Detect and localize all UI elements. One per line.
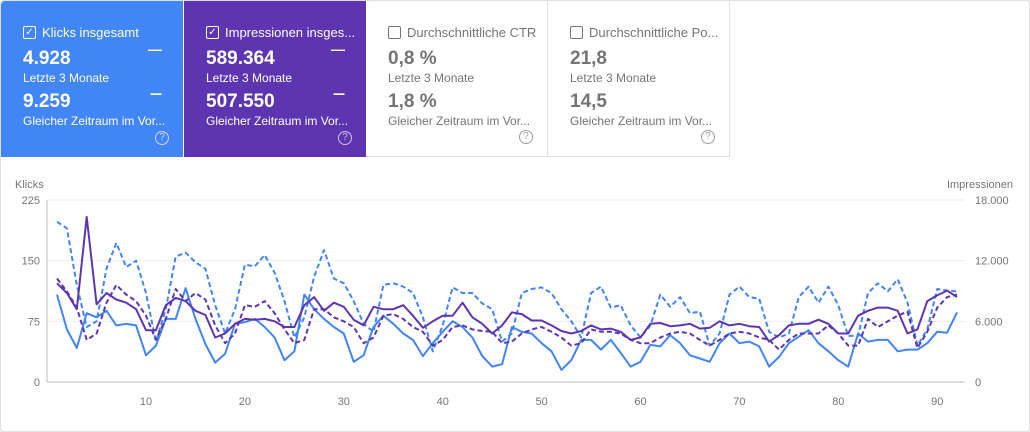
- y-right-tick-label: 0: [975, 377, 981, 389]
- dashed-line-legend-icon: ---: [150, 85, 162, 101]
- x-tick-label: 30: [338, 396, 350, 408]
- metric-value: 589.364: [206, 48, 275, 69]
- metric-prev-value: 507.550: [206, 91, 275, 112]
- metric-value: 0,8 %: [388, 48, 437, 69]
- x-tick-label: 50: [535, 396, 547, 408]
- y-left-axis-label: Klicks: [15, 179, 44, 191]
- series-line-left-solid: [56, 287, 958, 371]
- metric-period: Letzte 3 Monate: [23, 71, 110, 85]
- metric-card-position[interactable]: Durchschnittliche Po... 21,8 Letzte 3 Mo…: [548, 1, 730, 157]
- metric-period: Letzte 3 Monate: [570, 71, 657, 85]
- checkbox-checked-icon[interactable]: ✓: [23, 25, 36, 39]
- help-icon[interactable]: ?: [338, 131, 352, 145]
- checkbox-unchecked-icon[interactable]: [570, 25, 583, 39]
- metric-prev-period: Gleicher Zeitraum im Vor...: [23, 114, 166, 128]
- x-tick-label: 20: [239, 396, 251, 408]
- series-line-right-dashed: [56, 277, 958, 351]
- metric-card-clicks[interactable]: ✓ Klicks insgesamt — 4.928 Letzte 3 Monat…: [1, 1, 183, 157]
- metric-value: 21,8: [570, 48, 607, 69]
- metric-prev-value: 14,5: [570, 91, 607, 112]
- metric-label: Durchschnittliche CTR: [407, 24, 537, 40]
- metric-prev-period: Gleicher Zeitraum im Vor...: [570, 114, 713, 128]
- help-icon[interactable]: ?: [519, 130, 533, 144]
- help-icon[interactable]: ?: [701, 130, 715, 144]
- x-tick-label: 40: [437, 396, 449, 408]
- y-right-tick-label: 18.000: [975, 195, 1009, 207]
- y-right-tick-label: 12.000: [975, 256, 1009, 268]
- metric-prev-period: Gleicher Zeitraum im Vor...: [388, 114, 531, 128]
- series-line-left-dashed: [56, 220, 958, 353]
- y-left-tick-label: 150: [22, 256, 40, 268]
- metric-prev-period: Gleicher Zeitraum im Vor...: [206, 114, 349, 128]
- metric-card-ctr[interactable]: Durchschnittliche CTR 0,8 % Letzte 3 Mon…: [366, 1, 548, 157]
- metric-label: Durchschnittliche Po...: [589, 24, 719, 40]
- checkbox-unchecked-icon[interactable]: [388, 25, 401, 39]
- solid-line-legend-icon: —: [148, 41, 162, 57]
- y-left-tick-label: 75: [28, 316, 40, 328]
- metric-period: Letzte 3 Monate: [206, 71, 293, 85]
- x-tick-label: 90: [931, 396, 943, 408]
- metric-label: Klicks insgesamt: [42, 24, 139, 40]
- x-tick-label: 80: [832, 396, 844, 408]
- y-left-tick-label: 225: [22, 195, 40, 207]
- metric-card-impressions[interactable]: ✓ Impressionen insges... — 589.364 Letzte…: [184, 1, 366, 157]
- x-tick-label: 10: [140, 396, 152, 408]
- help-icon[interactable]: ?: [155, 131, 169, 145]
- solid-line-legend-icon: —: [331, 41, 345, 57]
- series-line-right-solid: [56, 216, 958, 343]
- y-right-axis-label: Impressionen: [947, 179, 1013, 191]
- x-tick-label: 70: [733, 396, 745, 408]
- y-right-tick-label: 6.000: [975, 316, 1003, 328]
- checkbox-checked-icon[interactable]: ✓: [206, 25, 219, 39]
- y-left-tick-label: 0: [34, 377, 40, 389]
- metric-value: 4.928: [23, 48, 71, 69]
- metric-prev-value: 9.259: [23, 91, 71, 112]
- metric-period: Letzte 3 Monate: [388, 71, 475, 85]
- dashed-line-legend-icon: ---: [333, 85, 345, 101]
- metric-label: Impressionen insges...: [225, 24, 356, 40]
- x-tick-label: 60: [634, 396, 646, 408]
- metric-prev-value: 1,8 %: [388, 91, 437, 112]
